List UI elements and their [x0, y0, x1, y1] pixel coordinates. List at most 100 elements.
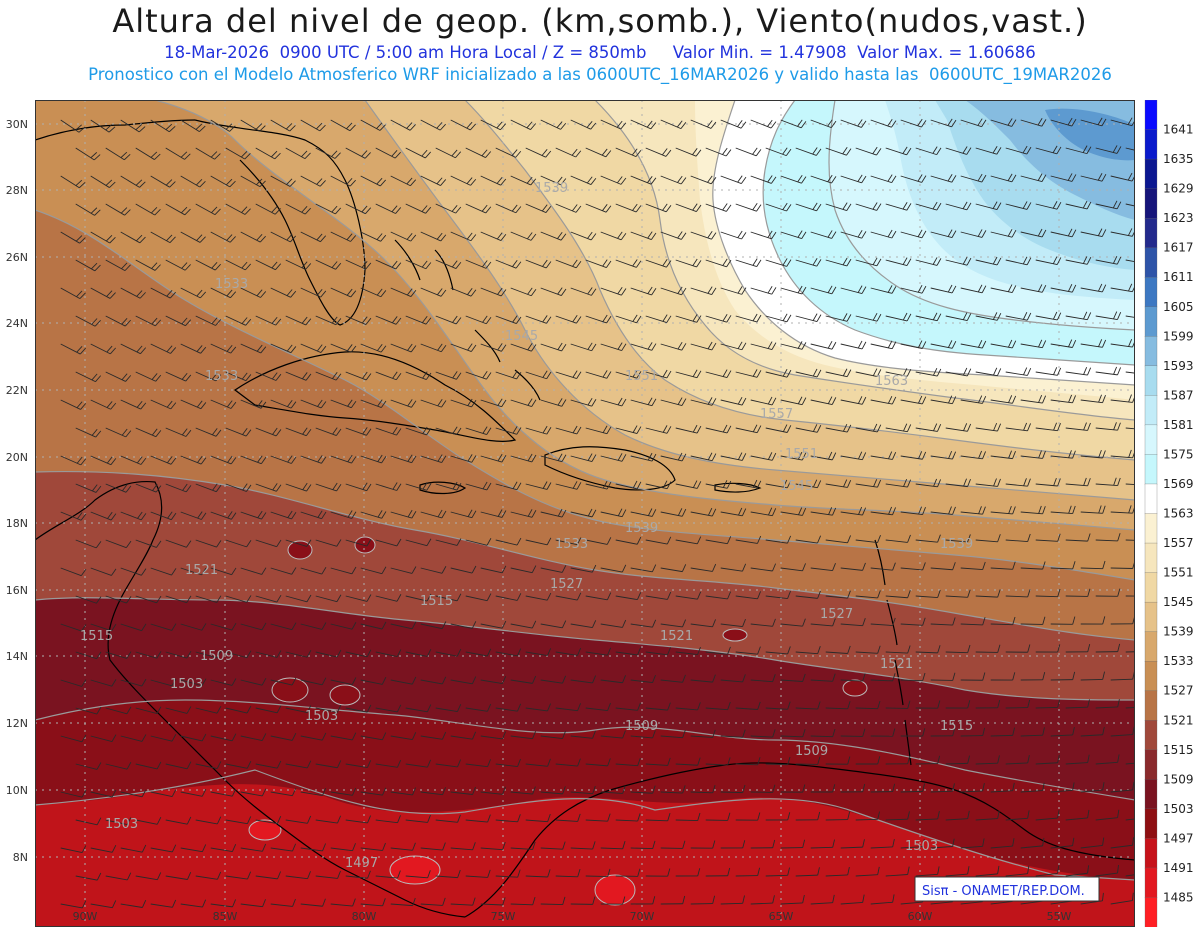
field-band-1599	[1045, 108, 1135, 161]
wind-barb	[495, 593, 522, 601]
wind-barb	[510, 897, 536, 906]
wind-barb	[1050, 837, 1075, 849]
wind-barb	[510, 675, 537, 684]
wind-barb	[165, 483, 192, 493]
wind-barb	[660, 674, 686, 683]
wind-barb	[240, 733, 267, 742]
wind-barb	[450, 287, 477, 297]
wind-barb	[105, 203, 131, 216]
wind-barb	[1125, 203, 1135, 207]
wind-barb	[300, 788, 327, 796]
wind-barb	[810, 285, 837, 295]
wind-barb	[420, 343, 447, 353]
wind-barb	[75, 147, 101, 161]
color-scale-box	[1144, 897, 1158, 927]
wind-barb	[540, 287, 567, 296]
wind-barb	[180, 678, 207, 687]
contour-label: 1509	[200, 649, 233, 664]
wind-barb	[570, 397, 597, 407]
wind-barb	[765, 368, 792, 378]
wind-barb	[480, 841, 506, 851]
wind-barb	[360, 343, 387, 353]
wind-barb	[90, 231, 116, 244]
wind-barb	[720, 729, 746, 738]
wind-barb	[825, 368, 852, 378]
wind-barb	[1005, 865, 1030, 877]
wind-barb	[690, 397, 717, 406]
wind-barb	[750, 674, 776, 683]
wind-barb	[210, 343, 237, 354]
wind-barb	[870, 506, 896, 516]
wind-barb	[510, 841, 536, 850]
wind-barb	[1095, 145, 1122, 154]
geopotential-map[interactable]: 1539 1533 1533 1545 1551 1557 1563 1551 1545 1539…	[35, 100, 1135, 927]
wind-barb	[720, 895, 745, 905]
wind-barb	[840, 618, 866, 627]
wind-barb	[60, 734, 87, 743]
color-scale-box	[1144, 749, 1158, 780]
wind-barb	[330, 787, 357, 796]
wind-barb	[375, 649, 402, 658]
wind-barb	[525, 869, 551, 878]
wind-barb	[600, 397, 627, 407]
wind-barb	[960, 672, 986, 681]
wind-barb	[705, 536, 732, 545]
wind-barb	[945, 589, 971, 598]
wind-barb	[855, 257, 882, 267]
wind-barb	[270, 455, 297, 464]
wind-barb	[870, 229, 897, 239]
wind-barb	[360, 454, 387, 464]
wind-barb	[855, 202, 882, 211]
color-scale-label: 1509	[1163, 772, 1194, 786]
wind-barb	[555, 259, 582, 269]
wind-barb	[750, 341, 777, 350]
wind-barb	[450, 119, 477, 131]
wind-barb	[780, 894, 805, 905]
wind-barb	[1005, 644, 1031, 653]
wind-barb	[570, 231, 597, 241]
wind-barb	[585, 758, 611, 767]
wind-barb	[330, 622, 357, 630]
wind-barb	[270, 622, 297, 631]
wind-barb	[735, 812, 761, 821]
wind-barb	[975, 755, 1000, 765]
wind-barb	[660, 231, 687, 240]
wind-barb	[1125, 483, 1135, 486]
wind-barb	[1005, 755, 1030, 765]
wind-barb	[135, 147, 161, 160]
wind-barb	[645, 425, 672, 434]
wind-barb	[930, 284, 957, 294]
wind-barb	[765, 202, 792, 212]
wind-barb	[780, 563, 806, 572]
wind-barb	[450, 175, 477, 186]
wind-barb	[1005, 699, 1031, 709]
wind-barb	[945, 478, 971, 488]
wind-barb	[915, 534, 941, 543]
wind-barb	[735, 203, 762, 212]
wind-barb	[555, 481, 582, 490]
wind-barb	[1050, 339, 1077, 348]
contour-label: 1533	[555, 537, 588, 552]
wind-barb	[285, 539, 312, 547]
wind-barb	[495, 869, 521, 878]
wind-barb	[105, 259, 131, 272]
wind-barb	[825, 590, 851, 599]
wind-barb	[795, 147, 822, 156]
contour-label: 1521	[660, 629, 693, 644]
wind-barb	[1080, 228, 1107, 238]
wind-barb	[705, 480, 732, 489]
color-scale-label: 1527	[1163, 684, 1194, 698]
wind-barb	[495, 259, 522, 269]
wind-barb	[510, 119, 537, 130]
wind-barb	[435, 426, 462, 436]
wind-barb	[675, 536, 702, 545]
wind-barb	[1095, 643, 1121, 653]
wind-barb	[495, 315, 522, 324]
wind-barb	[615, 757, 641, 767]
wind-barb	[825, 313, 852, 322]
wind-barb	[135, 539, 162, 548]
wind-barb	[690, 119, 717, 129]
wind-barb	[600, 841, 626, 850]
wind-barb	[1080, 560, 1106, 570]
wind-barb	[75, 259, 101, 272]
